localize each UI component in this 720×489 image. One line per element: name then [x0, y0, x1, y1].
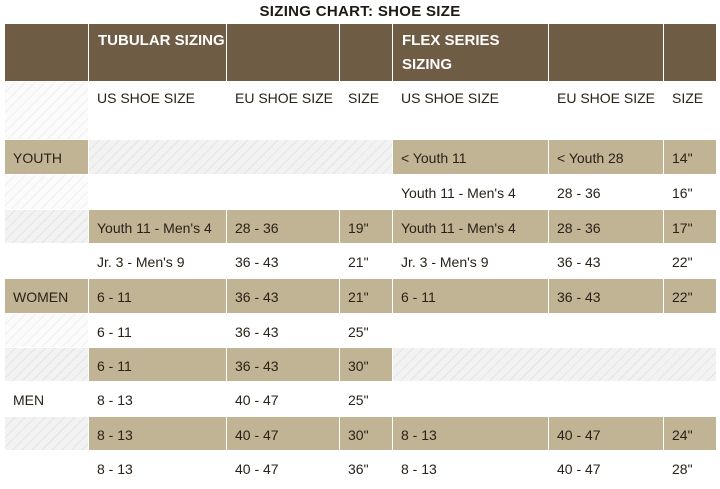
flex-empty-cell	[393, 314, 717, 348]
tubular-us-size: Youth 11 - Men's 4	[89, 210, 227, 244]
tubular-eu-size: 40 - 47	[227, 451, 340, 486]
tubular-size: 30"	[340, 417, 393, 451]
tubular-eu-size: 40 - 47	[227, 417, 340, 451]
row-label	[5, 417, 89, 451]
flex-size: 14"	[664, 140, 717, 175]
flex-eu-size: < Youth 28	[549, 140, 664, 175]
flex-us-header: US SHOE SIZE	[393, 82, 549, 140]
flex-header-spacer	[664, 24, 717, 82]
flex-size: 22"	[664, 279, 717, 314]
tubular-us-size: 6 - 11	[89, 279, 227, 314]
row-label	[5, 314, 89, 348]
flex-size-header: SIZE	[664, 82, 717, 140]
tubular-size: 21"	[340, 244, 393, 279]
row-label	[5, 210, 89, 244]
flex-eu-header: EU SHOE SIZE	[549, 82, 664, 140]
tubular-eu-size: 36 - 43	[227, 244, 340, 279]
tubular-size: 25"	[340, 314, 393, 348]
flex-group-header: FLEX SERIES SIZING	[393, 24, 549, 82]
flex-us-size: Youth 11 - Men's 4	[393, 175, 549, 210]
row-label	[5, 175, 89, 210]
flex-us-size: Youth 11 - Men's 4	[393, 210, 549, 244]
tubular-size: 19"	[340, 210, 393, 244]
flex-size: 28"	[664, 451, 717, 486]
row-label	[5, 244, 89, 279]
tubular-size-header: SIZE	[340, 82, 393, 140]
row-label: YOUTH	[5, 140, 89, 175]
header-corner	[5, 24, 89, 82]
tubular-eu-header: EU SHOE SIZE	[227, 82, 340, 140]
tubular-size: 30"	[340, 348, 393, 382]
tubular-us-size: Jr. 3 - Men's 9	[89, 244, 227, 279]
flex-us-size: 8 - 13	[393, 451, 549, 486]
flex-size: 17"	[664, 210, 717, 244]
chart-title: SIZING CHART: SHOE SIZE	[259, 3, 461, 20]
tubular-header-spacer	[340, 24, 393, 82]
flex-empty-cell	[393, 348, 717, 382]
flex-eu-size: 40 - 47	[549, 417, 664, 451]
flex-size: 16"	[664, 175, 717, 210]
row-label	[5, 451, 89, 486]
flex-size: 22"	[664, 244, 717, 279]
tubular-eu-size: 36 - 43	[227, 314, 340, 348]
tubular-eu-size	[227, 175, 340, 210]
flex-us-size: 8 - 13	[393, 417, 549, 451]
flex-eu-size: 28 - 36	[549, 175, 664, 210]
tubular-header-spacer	[227, 24, 340, 82]
row-label: WOMEN	[5, 279, 89, 314]
tubular-group-header: TUBULAR SIZING	[89, 24, 227, 82]
column-header-corner	[5, 82, 89, 140]
flex-eu-size: 28 - 36	[549, 210, 664, 244]
flex-empty-cell	[393, 382, 717, 417]
tubular-eu-size: 40 - 47	[227, 382, 340, 417]
flex-us-size: < Youth 11	[393, 140, 549, 175]
tubular-size: 25"	[340, 382, 393, 417]
tubular-size: 36"	[340, 451, 393, 486]
tubular-empty-cell	[89, 140, 393, 175]
tubular-eu-size: 36 - 43	[227, 348, 340, 382]
flex-eu-size: 40 - 47	[549, 451, 664, 486]
flex-size: 24"	[664, 417, 717, 451]
tubular-size: 21"	[340, 279, 393, 314]
row-label: MEN	[5, 382, 89, 417]
flex-eu-size: 36 - 43	[549, 279, 664, 314]
tubular-eu-size: 28 - 36	[227, 210, 340, 244]
row-label	[5, 348, 89, 382]
tubular-size	[340, 175, 393, 210]
tubular-us-size: 8 - 13	[89, 451, 227, 486]
tubular-eu-size: 36 - 43	[227, 279, 340, 314]
tubular-us-header: US SHOE SIZE	[89, 82, 227, 140]
flex-eu-size: 36 - 43	[549, 244, 664, 279]
tubular-us-size: 8 - 13	[89, 417, 227, 451]
sizing-table: TUBULAR SIZING FLEX SERIES SIZING US SHOE …	[5, 24, 717, 486]
flex-header-spacer	[549, 24, 664, 82]
tubular-us-size	[89, 175, 227, 210]
tubular-us-size: 6 - 11	[89, 348, 227, 382]
tubular-us-size: 6 - 11	[89, 314, 227, 348]
flex-us-size: Jr. 3 - Men's 9	[393, 244, 549, 279]
tubular-us-size: 8 - 13	[89, 382, 227, 417]
flex-us-size: 6 - 11	[393, 279, 549, 314]
